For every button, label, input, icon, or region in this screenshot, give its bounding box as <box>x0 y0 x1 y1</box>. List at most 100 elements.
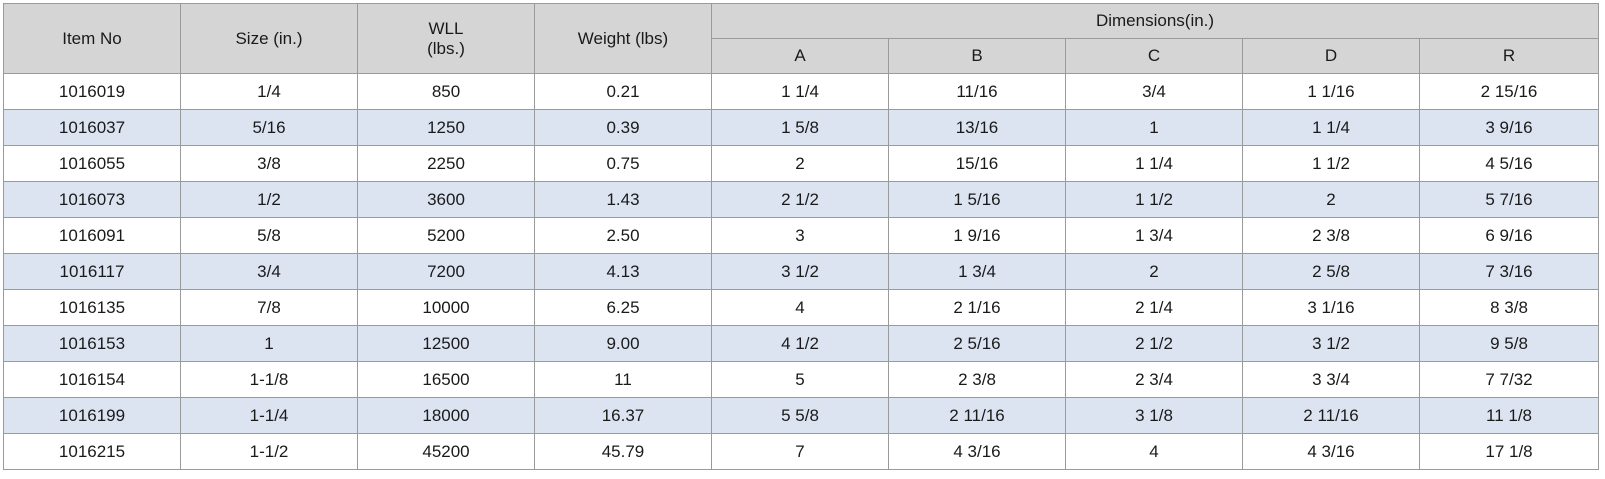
cell-wll: 850 <box>357 73 535 110</box>
cell-dim-a: 2 1/2 <box>711 181 889 218</box>
cell-wll: 1250 <box>357 109 535 146</box>
cell-dim-d: 2 5/8 <box>1242 253 1420 290</box>
cell-size: 5/8 <box>180 217 358 254</box>
cell-weight: 9.00 <box>534 325 712 362</box>
cell-dim-r: 9 5/8 <box>1418 325 1600 362</box>
spec-table-container: Item No Size (in.) WLL (lbs.) Weight (lb… <box>3 3 1600 470</box>
cell-dim-d: 1 1/4 <box>1242 109 1420 146</box>
cell-dim-d: 3 3/4 <box>1242 361 1420 398</box>
cell-dim-a: 4 1/2 <box>711 325 889 362</box>
cell-size: 1/4 <box>180 73 358 110</box>
header-size: Size (in.) <box>180 3 358 74</box>
cell-weight: 0.21 <box>534 73 712 110</box>
table-row: 1016153 1 12500 9.00 4 1/2 2 5/16 2 1/2 3 1/2 9 … <box>3 325 1600 362</box>
cell-dim-a: 5 5/8 <box>711 397 889 434</box>
cell-size: 3/4 <box>180 253 358 290</box>
cell-size: 1/2 <box>180 181 358 218</box>
cell-dim-a: 3 <box>711 217 889 254</box>
cell-wll: 16500 <box>357 361 535 398</box>
cell-dim-r: 2 15/16 <box>1418 73 1600 110</box>
cell-dim-b: 1 5/16 <box>888 181 1066 218</box>
cell-dim-b: 2 3/8 <box>888 361 1066 398</box>
cell-dim-r: 5 7/16 <box>1418 181 1600 218</box>
cell-weight: 6.25 <box>534 289 712 326</box>
cell-weight: 0.75 <box>534 145 712 182</box>
cell-dim-r: 8 3/8 <box>1418 289 1600 326</box>
cell-item-no: 1016019 <box>3 73 181 110</box>
cell-wll: 7200 <box>357 253 535 290</box>
header-row-dims: A B C D R <box>4 38 1600 74</box>
cell-dim-c: 4 <box>1065 433 1243 470</box>
cell-dim-d: 2 3/8 <box>1242 217 1420 254</box>
cell-weight: 45.79 <box>534 433 712 470</box>
cell-dim-b: 2 5/16 <box>888 325 1066 362</box>
header-dimensions: Dimensions(in.) <box>710 3 1600 39</box>
cell-dim-a: 1 1/4 <box>711 73 889 110</box>
cell-dim-b: 1 3/4 <box>888 253 1066 290</box>
cell-dim-b: 1 9/16 <box>888 217 1066 254</box>
cell-item-no: 1016199 <box>3 397 181 434</box>
cell-dim-c: 3 1/8 <box>1065 397 1243 434</box>
cell-dim-c: 2 1/4 <box>1065 289 1243 326</box>
header-dim-b: B <box>888 38 1066 74</box>
cell-wll: 18000 <box>357 397 535 434</box>
cell-dim-c: 3/4 <box>1065 73 1243 110</box>
cell-item-no: 1016215 <box>3 433 181 470</box>
header-dim-r: R <box>1418 38 1600 74</box>
header-wll: WLL (lbs.) <box>357 3 535 74</box>
cell-dim-a: 2 <box>711 145 889 182</box>
cell-weight: 11 <box>534 361 712 398</box>
cell-size: 1-1/4 <box>180 397 358 434</box>
cell-item-no: 1016037 <box>3 109 181 146</box>
cell-weight: 1.43 <box>534 181 712 218</box>
cell-weight: 2.50 <box>534 217 712 254</box>
cell-dim-r: 7 7/32 <box>1418 361 1600 398</box>
cell-weight: 0.39 <box>534 109 712 146</box>
cell-dim-c: 2 1/2 <box>1065 325 1243 362</box>
cell-weight: 4.13 <box>534 253 712 290</box>
cell-dim-a: 7 <box>711 433 889 470</box>
cell-item-no: 1016073 <box>3 181 181 218</box>
cell-wll: 10000 <box>357 289 535 326</box>
table-row: 1016154 1-1/8 16500 11 5 2 3/8 2 3/4 3 3/4 7 7/3… <box>3 361 1600 398</box>
header-dim-d: D <box>1242 38 1420 74</box>
cell-item-no: 1016117 <box>3 253 181 290</box>
cell-dim-r: 11 1/8 <box>1418 397 1600 434</box>
header-item-no: Item No <box>3 3 181 74</box>
cell-item-no: 1016091 <box>3 217 181 254</box>
cell-dim-a: 4 <box>711 289 889 326</box>
cell-item-no: 1016055 <box>3 145 181 182</box>
cell-dim-c: 2 <box>1065 253 1243 290</box>
table-row: 1016199 1-1/4 18000 16.37 5 5/8 2 11/16 3 1/8 2… <box>3 397 1600 434</box>
cell-weight: 16.37 <box>534 397 712 434</box>
cell-dim-b: 13/16 <box>888 109 1066 146</box>
cell-dim-d: 1 1/2 <box>1242 145 1420 182</box>
cell-wll: 2250 <box>357 145 535 182</box>
cell-dim-d: 2 <box>1242 181 1420 218</box>
table-row: 1016019 1/4 850 0.21 1 1/4 11/16 3/4 1 1/16 2 15… <box>3 73 1600 110</box>
table-row: 1016091 5/8 5200 2.50 3 1 9/16 1 3/4 2 3/8 6 9/1… <box>3 217 1600 254</box>
header-weight: Weight (lbs) <box>534 3 712 74</box>
cell-dim-a: 5 <box>711 361 889 398</box>
table-row: 1016073 1/2 3600 1.43 2 1/2 1 5/16 1 1/2 2 5 7/1… <box>3 181 1600 218</box>
cell-dim-b: 11/16 <box>888 73 1066 110</box>
table-body: 1016019 1/4 850 0.21 1 1/4 11/16 3/4 1 1/16 2 15… <box>3 73 1600 470</box>
table-row: 1016215 1-1/2 45200 45.79 7 4 3/16 4 4 3/16 17 1… <box>3 433 1600 470</box>
cell-size: 7/8 <box>180 289 358 326</box>
cell-dim-c: 2 3/4 <box>1065 361 1243 398</box>
cell-item-no: 1016153 <box>3 325 181 362</box>
cell-dim-c: 1 1/4 <box>1065 145 1243 182</box>
cell-dim-d: 3 1/16 <box>1242 289 1420 326</box>
cell-dim-c: 1 3/4 <box>1065 217 1243 254</box>
cell-size: 1-1/8 <box>180 361 358 398</box>
cell-dim-b: 4 3/16 <box>888 433 1066 470</box>
cell-wll: 45200 <box>357 433 535 470</box>
cell-dim-r: 4 5/16 <box>1418 145 1600 182</box>
cell-wll: 12500 <box>357 325 535 362</box>
table-row: 1016055 3/8 2250 0.75 2 15/16 1 1/4 1 1/2 4 5/16 <box>3 145 1600 182</box>
cell-dim-r: 17 1/8 <box>1418 433 1600 470</box>
table-header: Item No Size (in.) WLL (lbs.) Weight (lb… <box>3 3 1600 74</box>
cell-item-no: 1016135 <box>3 289 181 326</box>
cell-dim-c: 1 1/2 <box>1065 181 1243 218</box>
cell-dim-d: 2 11/16 <box>1242 397 1420 434</box>
